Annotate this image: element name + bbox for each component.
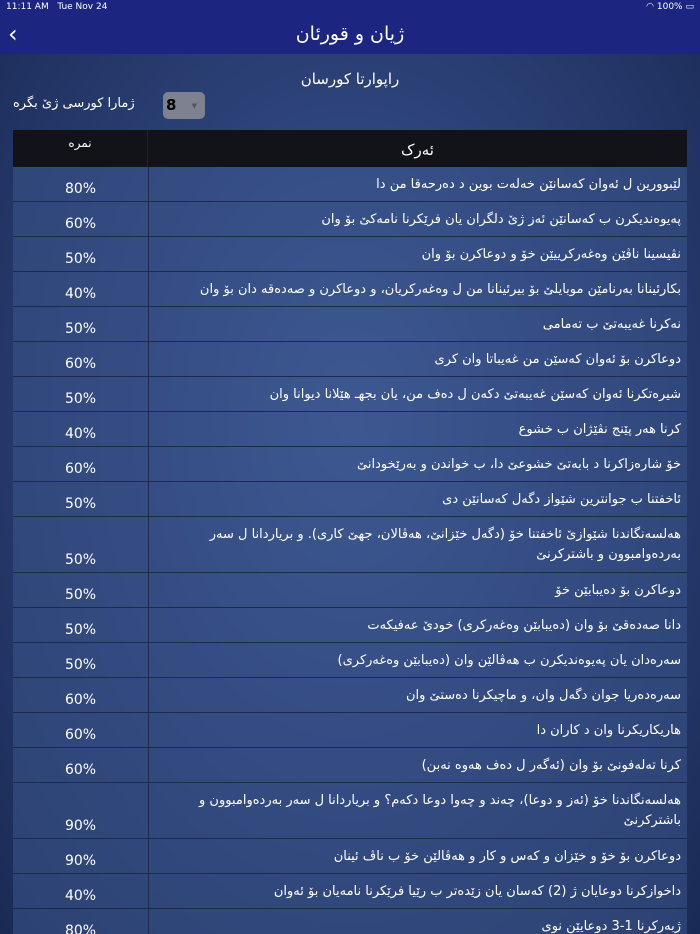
status-date: Tue Nov 24 bbox=[57, 2, 108, 12]
table-row: دوعاکرن بۆ ئەوان کەسێن من غەیباتا وان کر… bbox=[13, 342, 687, 377]
table-row: خۆ شارەزاکرنا د بابەتێ خشوعێ دا، ب خواند… bbox=[13, 447, 687, 482]
table-row: لێبوورین ل ئەوان کەسانێن خەلەت بوین د دە… bbox=[13, 167, 687, 202]
row-score: 60% bbox=[64, 461, 97, 477]
table-row: هاریکاریکرنا وان د کاران دا 60% bbox=[13, 713, 687, 748]
report-table: ئەرک نمره لێبوورین ل ئەوان کەسانێن خەلەت… bbox=[13, 130, 687, 934]
table-row: هەلسەنگاندنا شێوازێ ئاخفتنا خۆ (دگەل خێز… bbox=[13, 517, 687, 573]
row-score: 60% bbox=[64, 762, 97, 778]
table-row: نەکرنا غەیبەتێ ب تەمامی 50% bbox=[13, 307, 687, 342]
table-row: هەلسەنگاندنا خۆ (ئەز و دوعا)، چەند و چەو… bbox=[13, 783, 687, 839]
table-row: دوعاکرن بۆ دەیبابێن خۆ 50% bbox=[13, 573, 687, 608]
row-score: 90% bbox=[64, 818, 97, 834]
row-task: کرنا هەر پێنج نڤێژان ب خشوع bbox=[148, 412, 687, 446]
table-row: پەیوەندیکرن ب کەسانێن ئەز ژێ دلگران یان … bbox=[13, 202, 687, 237]
course-select[interactable]: 8 ▼ bbox=[163, 92, 205, 119]
row-task: دوعاکرن بۆ دەیبابێن خۆ bbox=[148, 573, 687, 607]
table-row: کرنا تەلەفونێ بۆ وان (ئەگەر ل دەف هەوە ن… bbox=[13, 748, 687, 783]
wifi-icon: ◠ bbox=[646, 2, 654, 12]
row-score: 60% bbox=[64, 727, 97, 743]
status-time: 11:11 AM bbox=[6, 2, 49, 12]
row-score: 50% bbox=[64, 657, 97, 673]
row-task: پەیوەندیکرن ب کەسانێن ئەز ژێ دلگران یان … bbox=[148, 202, 687, 236]
report-title: راپوارتا کورسان bbox=[300, 70, 400, 88]
row-score: 80% bbox=[64, 923, 97, 934]
back-chevron-icon[interactable]: ‹ bbox=[8, 20, 18, 48]
row-score: 60% bbox=[64, 692, 97, 708]
row-task: نەکرنا غەیبەتێ ب تەمامی bbox=[148, 307, 687, 341]
row-score: 80% bbox=[64, 181, 97, 197]
row-score: 50% bbox=[64, 496, 97, 512]
page-title: ژیان و قورئان bbox=[295, 23, 405, 45]
table-row: سەرەدەریا جوان دگەل وان، و ماچیکرنا دەست… bbox=[13, 678, 687, 713]
table-row: سەرەدان یان پەیوەندیکرن ب هەڤالێن وان (د… bbox=[13, 643, 687, 678]
table-row: داخوازکرنا دوعایان ژ (2) کەسان یان زێدەت… bbox=[13, 874, 687, 909]
row-score: 60% bbox=[64, 356, 97, 372]
table-row: دوعاکرن بۆ خۆ و خێزان و کەس و کار و هەڤا… bbox=[13, 839, 687, 874]
table-header: ئەرک نمره bbox=[13, 130, 687, 167]
row-score: 60% bbox=[64, 216, 97, 232]
nav-bar: ‹ ژیان و قورئان bbox=[0, 14, 700, 54]
row-task: سەرەدان یان پەیوەندیکرن ب هەڤالێن وان (د… bbox=[148, 643, 687, 677]
row-task: کرنا تەلەفونێ بۆ وان (ئەگەر ل دەف هەوە ن… bbox=[148, 748, 687, 782]
table-row: شیرەتکرنا ئەوان کەسێن غەیبەتێ دکەن ل دەف… bbox=[13, 377, 687, 412]
row-task: هەلسەنگاندنا خۆ (ئەز و دوعا)، چەند و چەو… bbox=[148, 783, 687, 838]
row-task: دانا صەدەقێ بۆ وان (دەیبابێن وەغەرکری) خ… bbox=[148, 608, 687, 642]
row-task: ژبەرکرنا 1-3 دوعایێن نوی bbox=[148, 909, 687, 934]
row-score: 50% bbox=[64, 622, 97, 638]
row-task: هاریکاریکرنا وان د کاران دا bbox=[148, 713, 687, 747]
row-score: 40% bbox=[64, 286, 97, 302]
row-score: 50% bbox=[64, 391, 97, 407]
row-task: خۆ شارەزاکرنا د بابەتێ خشوعێ دا، ب خواند… bbox=[148, 447, 687, 481]
header-score: نمره bbox=[13, 130, 148, 167]
row-score: 50% bbox=[64, 587, 97, 603]
table-row: کرنا هەر پێنج نڤێژان ب خشوع 40% bbox=[13, 412, 687, 447]
row-task: ئاخفتنا ب جوانترین شێواز دگەل کەسانێن دی bbox=[148, 482, 687, 516]
row-score: 90% bbox=[64, 853, 97, 869]
row-score: 50% bbox=[64, 321, 97, 337]
row-score: 40% bbox=[64, 426, 97, 442]
row-task: دوعاکرن بۆ ئەوان کەسێن من غەیباتا وان کر… bbox=[148, 342, 687, 376]
table-row: ژبەرکرنا 1-3 دوعایێن نوی 80% bbox=[13, 909, 687, 934]
row-task: دوعاکرن بۆ خۆ و خێزان و کەس و کار و هەڤا… bbox=[148, 839, 687, 873]
row-score: 50% bbox=[64, 251, 97, 267]
row-score: 40% bbox=[64, 888, 97, 904]
battery-icon: ▭ bbox=[685, 2, 694, 12]
status-bar: 11:11 AM Tue Nov 24 ◠ 100% ▭ bbox=[0, 0, 700, 14]
row-task: لێبوورین ل ئەوان کەسانێن خەلەت بوین د دە… bbox=[148, 167, 687, 201]
table-row: نڤیسینا ناڤێن وەغەرکرییێن خۆ و دوعاکرن ب… bbox=[13, 237, 687, 272]
table-row: بکارئینانا بەرنامێن موبایلێ بۆ بیرئینانا… bbox=[13, 272, 687, 307]
row-task: بکارئینانا بەرنامێن موبایلێ بۆ بیرئینانا… bbox=[148, 272, 687, 306]
caret-down-icon: ▼ bbox=[191, 102, 197, 110]
row-task: سەرەدەریا جوان دگەل وان، و ماچیکرنا دەست… bbox=[148, 678, 687, 712]
battery-level: 100% bbox=[656, 2, 683, 12]
row-task: هەلسەنگاندنا شێوازێ ئاخفتنا خۆ (دگەل خێز… bbox=[148, 517, 687, 572]
course-select-value: 8 bbox=[166, 96, 177, 114]
table-row: دانا صەدەقێ بۆ وان (دەیبابێن وەغەرکری) خ… bbox=[13, 608, 687, 643]
row-task: داخوازکرنا دوعایان ژ (2) کەسان یان زێدەت… bbox=[148, 874, 687, 908]
row-task: شیرەتکرنا ئەوان کەسێن غەیبەتێ دکەن ل دەف… bbox=[148, 377, 687, 411]
row-score: 50% bbox=[64, 552, 97, 568]
row-task: نڤیسینا ناڤێن وەغەرکرییێن خۆ و دوعاکرن ب… bbox=[148, 237, 687, 271]
header-task: ئەرک bbox=[401, 141, 434, 159]
course-picker-label: ژمارا کورسی ژێ بگره bbox=[13, 96, 135, 111]
table-row: ئاخفتنا ب جوانترین شێواز دگەل کەسانێن دی… bbox=[13, 482, 687, 517]
